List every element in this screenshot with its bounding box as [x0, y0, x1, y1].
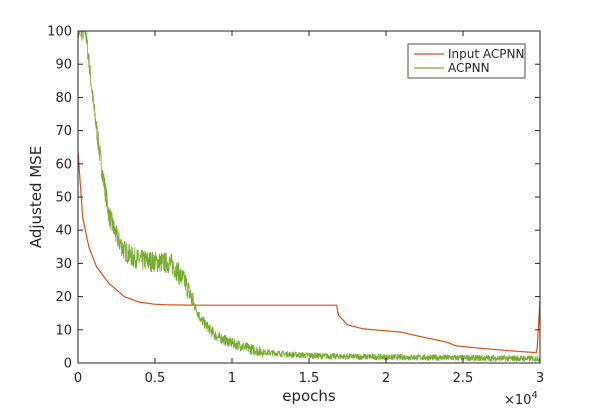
- x-axis-exponent-power: 4: [531, 390, 537, 401]
- x-axis-exponent: ×104: [504, 390, 538, 408]
- y-tick-label: 0: [64, 357, 72, 372]
- legend-box: [407, 43, 526, 79]
- y-tick-label: 30: [55, 257, 72, 272]
- series-layer: [78, 31, 540, 362]
- series-line-1: [78, 150, 540, 354]
- legend-label-2: ACPNN: [448, 61, 490, 75]
- plot-area: [78, 31, 540, 363]
- plot-background: [78, 31, 540, 363]
- x-axis-exponent-base: ×10: [504, 393, 531, 408]
- x-tick-label: 1.5: [299, 371, 320, 386]
- x-tick-label: 2: [382, 371, 390, 386]
- y-axis-label: Adjusted MSE: [27, 146, 45, 248]
- y-tick-label: 80: [55, 91, 72, 106]
- x-tick-label: 1: [228, 371, 236, 386]
- legend-label-1: Input ACPNN: [448, 47, 524, 61]
- x-tick-label: 3: [536, 371, 544, 386]
- x-axis-label: epochs: [282, 387, 336, 405]
- y-tick-label: 10: [55, 323, 72, 338]
- x-tick-label: 0: [74, 371, 82, 386]
- y-tick-label: 20: [55, 290, 72, 305]
- x-tick-label: 0.5: [145, 371, 166, 386]
- y-tick-label: 100: [47, 25, 72, 40]
- series-line-2: [78, 31, 540, 362]
- y-tick-label: 50: [55, 191, 72, 206]
- y-tick-label: 40: [55, 224, 72, 239]
- y-tick-label: 90: [55, 58, 72, 73]
- x-tick-label: 2.5: [453, 371, 474, 386]
- y-tick-label: 60: [55, 157, 72, 172]
- y-tick-label: 70: [55, 124, 72, 139]
